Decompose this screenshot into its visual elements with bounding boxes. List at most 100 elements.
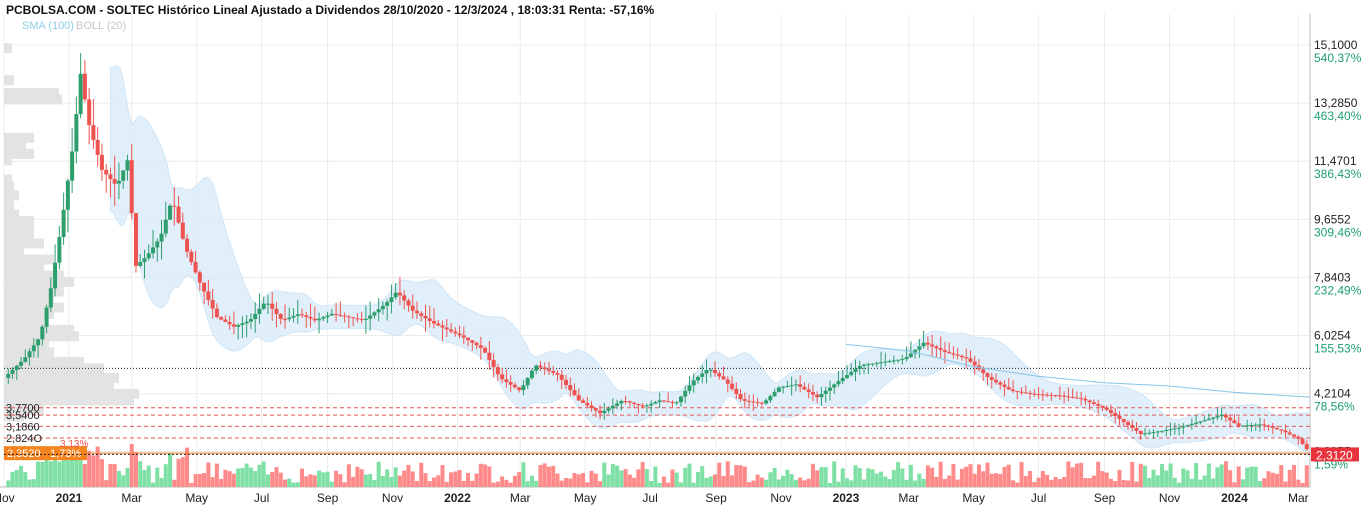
volume-bar <box>133 452 138 487</box>
volume-bar <box>981 471 986 487</box>
y-tick-pct: 386,43% <box>1314 167 1362 181</box>
volume-profile-bar <box>4 260 44 271</box>
candle-body <box>517 387 522 391</box>
candle-body <box>368 315 373 319</box>
candle-body <box>989 377 994 380</box>
candle-body <box>913 349 918 354</box>
volume-bar <box>321 472 326 487</box>
volume-bar <box>717 462 722 487</box>
volume-bar <box>644 469 649 487</box>
candle-body <box>866 364 871 366</box>
candle-body <box>1228 417 1233 421</box>
volume-bar <box>287 478 292 487</box>
volume-bar <box>661 476 666 487</box>
volume-bar <box>397 475 402 487</box>
volume-bar <box>1015 482 1020 487</box>
volume-bar <box>1160 463 1165 487</box>
volume-bar <box>721 476 726 487</box>
volume-bar <box>393 467 398 487</box>
volume-bar <box>227 471 232 487</box>
candle-body <box>1194 422 1199 424</box>
candle-body <box>334 313 339 315</box>
candle-body <box>372 312 377 316</box>
sma-legend[interactable]: SMA (100) <box>22 20 74 32</box>
volume-bar <box>683 467 688 487</box>
volume-bar <box>1117 469 1122 487</box>
candle-body <box>338 314 343 316</box>
candle-body <box>610 405 615 409</box>
candle-body <box>1189 423 1194 426</box>
volume-bar <box>363 474 368 487</box>
volume-bar <box>1279 465 1284 487</box>
volume-bar <box>951 464 956 487</box>
candle-body <box>474 342 479 346</box>
candle-body <box>355 318 360 320</box>
candle-body <box>593 408 598 411</box>
candle-body <box>406 300 411 306</box>
chart-title: PCBOLSA.COM - SOLTEC Histórico Lineal Aj… <box>6 3 655 17</box>
volume-bar <box>657 482 662 487</box>
volume-bar <box>930 467 935 487</box>
volume-bar <box>253 471 258 487</box>
candle-body <box>1249 425 1254 427</box>
volume-bar <box>789 474 794 487</box>
candle-body <box>555 372 560 375</box>
volume-bar <box>576 474 581 487</box>
candle-body <box>942 350 947 352</box>
volume-bar <box>70 459 75 487</box>
volume-bar <box>414 481 419 487</box>
volume-bar <box>1079 462 1084 487</box>
candle-body <box>793 384 798 386</box>
candle-body <box>981 369 986 374</box>
volume-bar <box>563 478 568 487</box>
candle-body <box>627 401 632 403</box>
volume-bar <box>185 447 190 487</box>
x-tick-label: Mar <box>510 491 531 505</box>
volume-bar <box>308 474 313 487</box>
volume-bar <box>180 457 185 487</box>
volume-bar <box>806 478 811 487</box>
candle-body <box>1236 423 1241 426</box>
candle-body <box>947 351 952 354</box>
volume-bar <box>223 469 228 487</box>
current-price-box <box>1311 447 1359 462</box>
volume-bar <box>627 474 632 487</box>
volume-bar <box>6 480 11 487</box>
highlight-box <box>4 446 87 461</box>
volume-bar <box>419 462 424 487</box>
candle-body <box>1219 414 1224 417</box>
candle-body <box>389 297 394 302</box>
candle-body <box>31 345 36 352</box>
candle-body <box>874 362 879 364</box>
volume-bar <box>385 469 390 487</box>
volume-bar <box>708 476 713 487</box>
candle-body <box>1292 434 1297 437</box>
y-tick-pct: 232,49% <box>1314 283 1362 297</box>
candle-body <box>461 335 466 338</box>
candle-body <box>581 400 586 403</box>
volume-bar <box>781 475 786 487</box>
volume-bar <box>483 464 488 487</box>
volume-bar <box>840 468 845 487</box>
volume-bar <box>1011 480 1016 487</box>
candle-body <box>478 345 483 348</box>
x-tick-label: Nov <box>770 491 791 505</box>
volume-bar <box>457 470 462 487</box>
volume-bar <box>1168 463 1173 487</box>
candle-body <box>832 384 837 388</box>
volume-bar <box>602 462 607 487</box>
candle-body <box>1040 394 1045 396</box>
x-tick-label: Nov <box>382 491 403 505</box>
candle-body <box>444 327 449 330</box>
candle-body <box>985 373 990 378</box>
candle-body <box>325 315 330 318</box>
candle-body <box>376 309 381 313</box>
volume-bar <box>559 480 564 487</box>
volume-bar <box>819 467 824 487</box>
volume-bar <box>738 465 743 487</box>
candle-body <box>257 308 262 314</box>
boll-legend[interactable]: BOLL (20) <box>76 20 127 32</box>
candle-body <box>78 73 83 115</box>
